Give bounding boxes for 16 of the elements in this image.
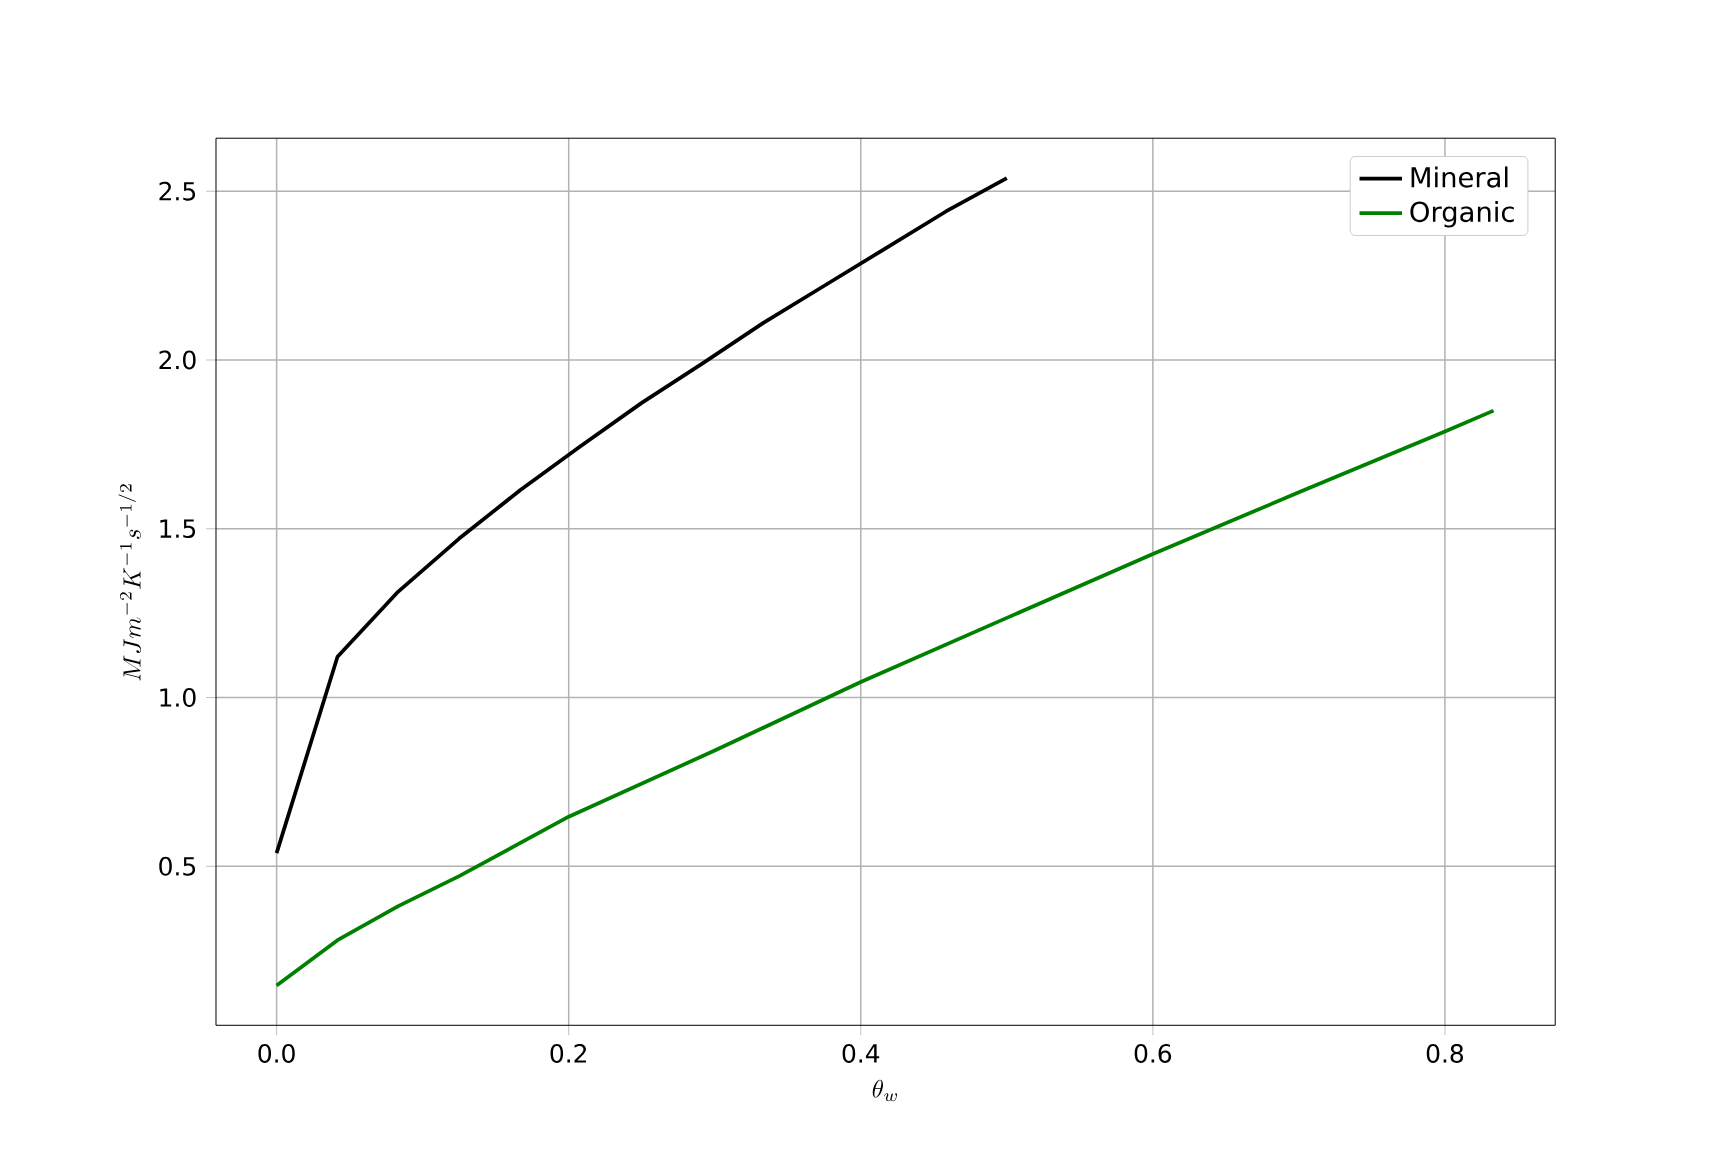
x-tick-label: 0.0	[258, 1044, 295, 1063]
y-tick-label: 0.5	[159, 856, 196, 876]
legend-label: Mineral	[1411, 166, 1508, 188]
x-axis-title: $\theta_w$	[872, 1079, 897, 1102]
line-series	[274, 176, 1009, 855]
x-tick-label: 0.6	[1134, 1044, 1172, 1063]
line-series	[274, 408, 1496, 988]
y-tick-label: 2.5	[159, 181, 196, 201]
y-tick-label: 1.0	[160, 688, 196, 707]
y-axis-title: $MJm^{-2}K^{-1}s^{-1/2}$	[118, 484, 142, 681]
y-tick-label: 2.0	[159, 350, 196, 370]
x-tick-label: 0.2	[550, 1044, 587, 1063]
legend-label: Organic	[1410, 200, 1514, 228]
y-tick-label: 1.5	[160, 519, 196, 539]
x-tick-label: 0.8	[1426, 1044, 1464, 1063]
x-tick-label: 0.4	[842, 1044, 880, 1063]
